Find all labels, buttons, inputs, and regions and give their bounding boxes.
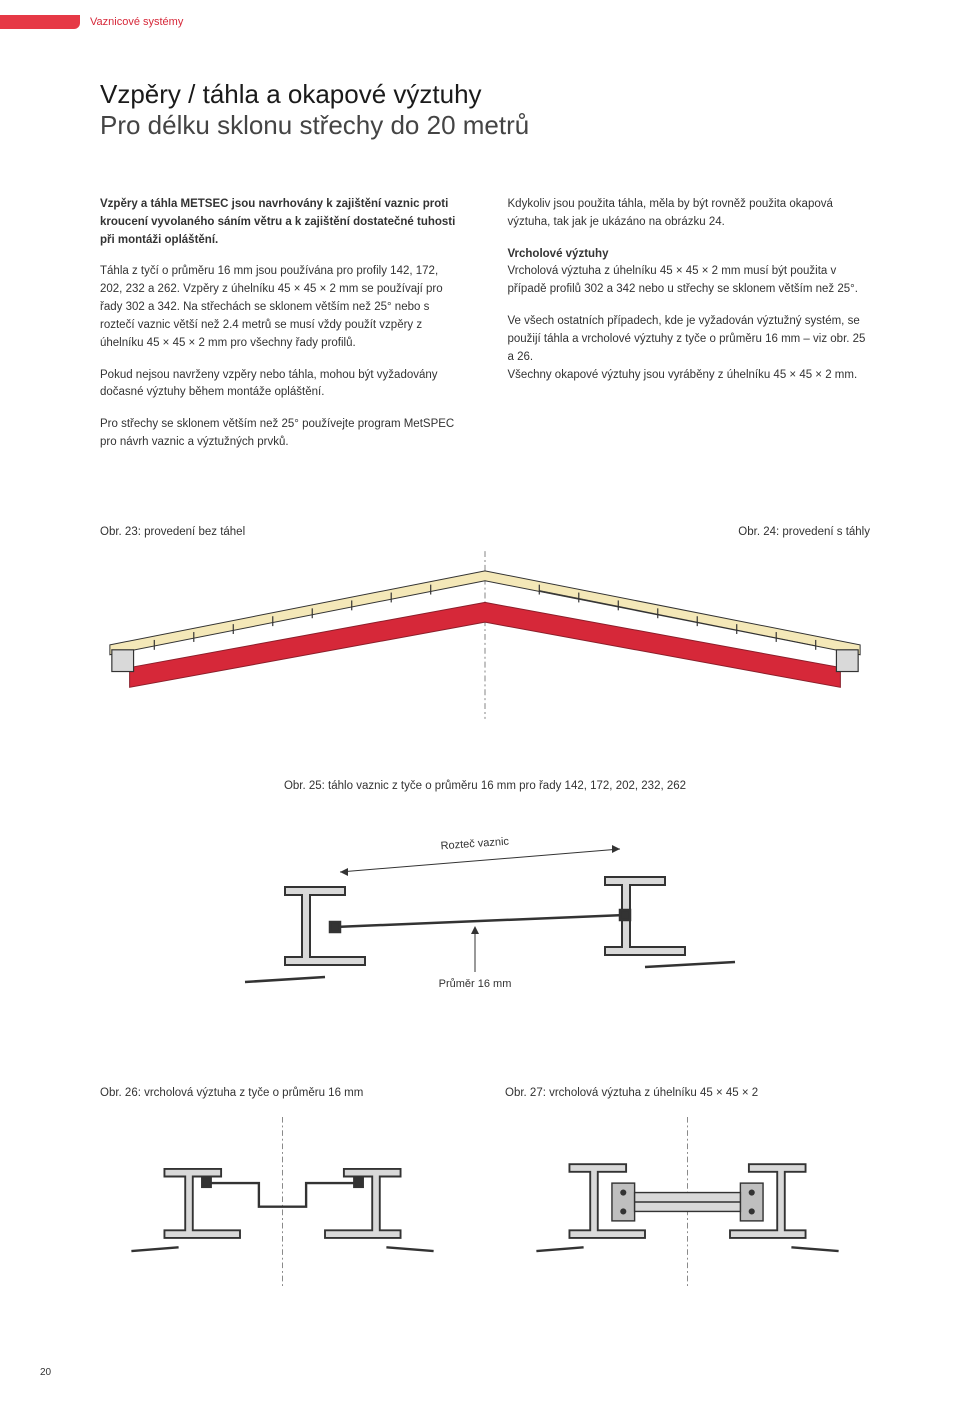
fig27-block: Obr. 27: vrcholová výztuha z úhelníku 45… bbox=[505, 1087, 870, 1287]
left-p1: Vzpěry a táhla METSEC jsou navrhovány k … bbox=[100, 198, 455, 246]
left-p3: Pokud nejsou navrženy vzpěry nebo táhla,… bbox=[100, 367, 463, 403]
label-roztec: Rozteč vaznic bbox=[440, 835, 510, 852]
page-title-line2: Pro délku sklonu střechy do 20 metrů bbox=[100, 110, 870, 141]
right-column: Kdykoliv jsou použita táhla, měla by být… bbox=[508, 196, 871, 466]
left-p4: Pro střechy se sklonem větším než 25° po… bbox=[100, 416, 463, 452]
label-prumer: Průměr 16 mm bbox=[439, 978, 512, 990]
page-number: 20 bbox=[0, 1367, 960, 1378]
fig26-diagram bbox=[100, 1117, 465, 1287]
right-p3: Ve všech ostatních případech, kde je vyž… bbox=[508, 315, 866, 363]
fig26-block: Obr. 26: vrcholová výztuha z tyče o prům… bbox=[100, 1087, 465, 1287]
right-p1: Kdykoliv jsou použita táhla, měla by být… bbox=[508, 196, 871, 232]
caption-fig23: Obr. 23: provedení bez táhel bbox=[100, 526, 245, 538]
fig27-diagram bbox=[505, 1117, 870, 1287]
right-h-vrch: Vrcholové výztuhy bbox=[508, 248, 609, 260]
fig-23-24-captions: Obr. 23: provedení bez táhel Obr. 24: pr… bbox=[100, 466, 870, 550]
header-tab-shape bbox=[0, 15, 80, 29]
page-title-line1: Vzpěry / táhla a okapové výztuhy bbox=[100, 79, 870, 110]
fig-26-27-row: Obr. 26: vrcholová výztuha z tyče o prům… bbox=[100, 1087, 870, 1287]
fig25-diagram: Rozteč vaznic bbox=[175, 817, 795, 1037]
caption-fig24: Obr. 24: provedení s táhly bbox=[738, 526, 870, 538]
caption-fig26: Obr. 26: vrcholová výztuha z tyče o prům… bbox=[100, 1087, 465, 1099]
page-header: Vaznicové systémy bbox=[0, 0, 960, 39]
roof-diagram bbox=[100, 550, 870, 720]
right-p2: Vrcholová výztuha z úhelníku 45 × 45 × 2… bbox=[508, 265, 858, 295]
left-p2: Táhla z tyčí o průměru 16 mm jsou použív… bbox=[100, 263, 463, 352]
right-p4: Všechny okapové výztuhy jsou vyráběny z … bbox=[508, 369, 858, 381]
caption-fig27: Obr. 27: vrcholová výztuha z úhelníku 45… bbox=[505, 1087, 870, 1099]
section-label: Vaznicové systémy bbox=[90, 16, 183, 28]
fig25-block: Obr. 25: táhlo vaznic z tyče o průměru 1… bbox=[100, 780, 870, 1037]
caption-fig25: Obr. 25: táhlo vaznic z tyče o průměru 1… bbox=[100, 780, 870, 792]
two-column-body: Vzpěry a táhla METSEC jsou navrhovány k … bbox=[100, 196, 870, 466]
left-column: Vzpěry a táhla METSEC jsou navrhovány k … bbox=[100, 196, 463, 466]
